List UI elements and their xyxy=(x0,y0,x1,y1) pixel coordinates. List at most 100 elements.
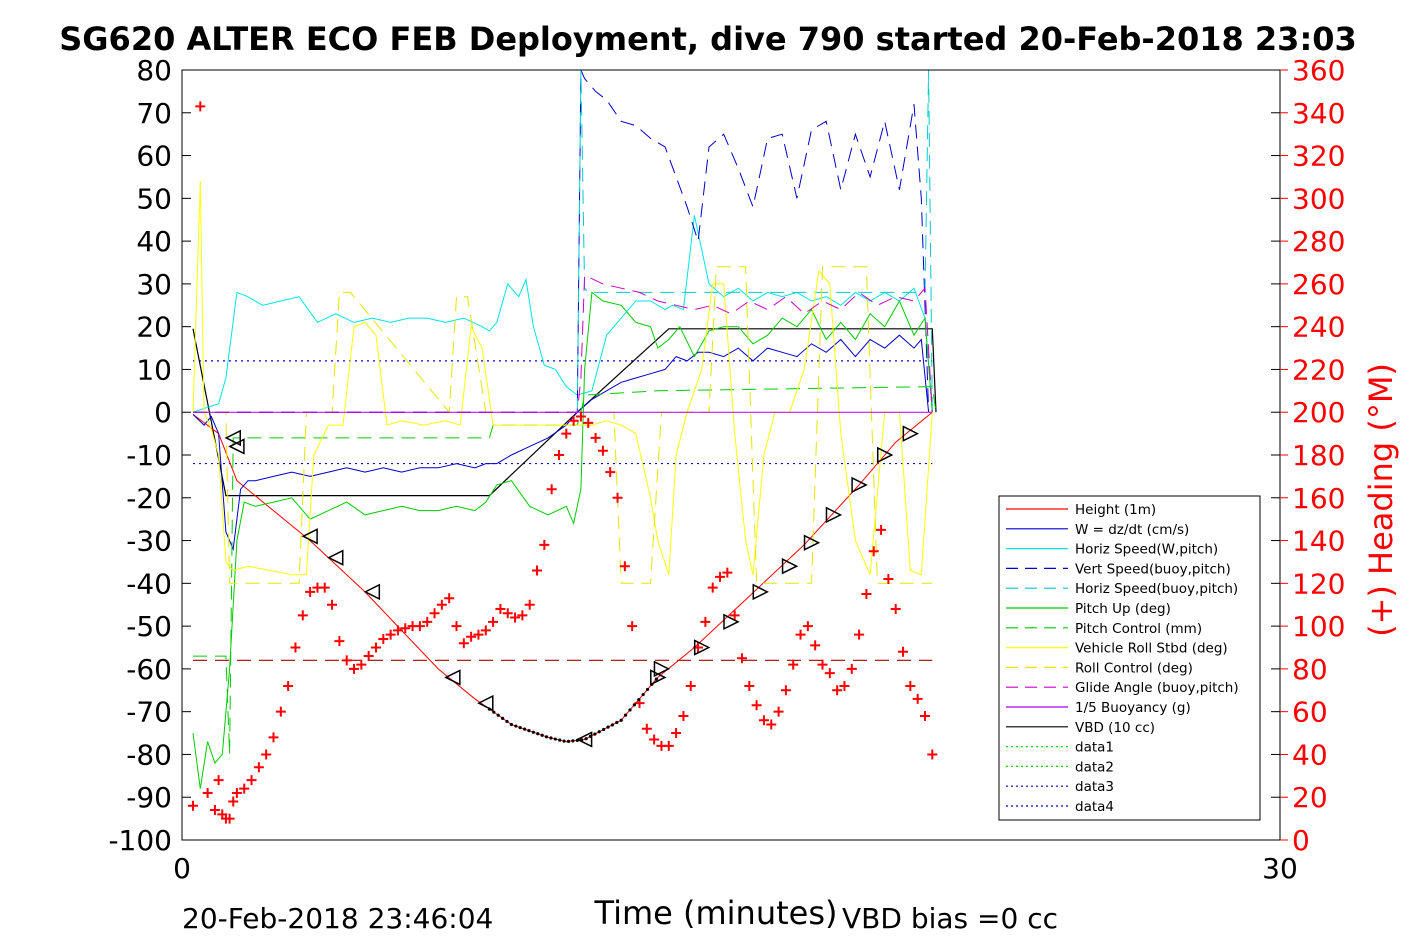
position-marker xyxy=(444,669,461,686)
heading-point xyxy=(700,616,711,627)
profile-dot xyxy=(536,732,540,736)
right-tick-label: 40 xyxy=(1292,738,1328,771)
left-tick-label: -50 xyxy=(126,610,172,643)
position-marker xyxy=(693,639,711,656)
left-tick-label: 20 xyxy=(136,311,172,344)
heading-point xyxy=(890,604,901,614)
position-marker xyxy=(228,438,245,455)
right-tick-label: 200 xyxy=(1292,396,1345,429)
series-horiz_speed_buoy xyxy=(576,70,933,413)
profile-dot xyxy=(623,713,628,717)
profile-dot xyxy=(487,707,492,711)
heading-point xyxy=(532,565,543,576)
heading-point xyxy=(473,629,484,640)
left-tick-label: -30 xyxy=(126,525,172,558)
left-tick-label: -90 xyxy=(126,781,172,814)
right-tick-label: 0 xyxy=(1292,824,1310,857)
heading-point xyxy=(517,610,528,621)
heading-point xyxy=(290,642,301,653)
right-tick-label: 140 xyxy=(1292,525,1345,558)
left-tick-label: 60 xyxy=(136,140,172,173)
profile-dot xyxy=(522,727,527,731)
footer-vbd-bias: VBD bias =0 cc xyxy=(842,902,1058,935)
profile-dot xyxy=(602,727,606,732)
heading-point xyxy=(685,681,696,691)
profile-dot xyxy=(575,738,579,742)
heading-point xyxy=(297,610,308,621)
right-tick-label: 220 xyxy=(1292,353,1345,386)
heading-point xyxy=(378,633,389,644)
profile-dot xyxy=(588,734,593,738)
heading-point xyxy=(751,700,762,711)
series-glide_angle xyxy=(193,274,933,413)
right-tick-label: 60 xyxy=(1292,696,1328,729)
heading-point xyxy=(649,734,660,745)
heading-point xyxy=(224,813,235,824)
position-marker xyxy=(723,613,740,631)
heading-point xyxy=(766,719,777,730)
heading-point xyxy=(671,728,682,739)
profile-dot xyxy=(645,687,650,692)
profile-dot xyxy=(593,732,597,736)
profile-dot xyxy=(531,730,535,734)
legend-label: Vert Speed(buoy,pitch) xyxy=(1075,561,1231,577)
profile-dot xyxy=(580,738,584,742)
heading-point xyxy=(883,574,894,585)
right-tick-label: 180 xyxy=(1292,439,1345,472)
heading-point xyxy=(641,723,652,734)
left-tick-label: -80 xyxy=(126,738,172,771)
heading-point xyxy=(861,589,872,600)
heading-point xyxy=(268,732,279,743)
heading-point xyxy=(187,800,198,811)
profile-dot xyxy=(632,703,636,707)
profile-dot xyxy=(540,733,544,737)
heading-point xyxy=(919,710,930,721)
legend-label: Horiz Speed(W,pitch) xyxy=(1075,542,1218,558)
position-marker xyxy=(851,476,868,494)
profile-dot xyxy=(610,723,615,727)
profile-dot xyxy=(597,730,601,734)
legend-label: VBD (10 cc) xyxy=(1075,720,1155,736)
x-axis-label: Time (minutes) xyxy=(594,894,838,932)
right-tick-label: 120 xyxy=(1292,567,1345,600)
profile-dot xyxy=(492,710,496,714)
heading-point xyxy=(612,492,623,503)
heading-point xyxy=(795,629,806,640)
heading-point xyxy=(275,706,286,717)
position-marker xyxy=(752,583,769,601)
heading-point xyxy=(436,599,447,610)
profile-dot xyxy=(628,708,632,712)
heading-point xyxy=(744,681,755,691)
legend-label: 1/5 Buoyancy (g) xyxy=(1075,700,1191,716)
heading-point xyxy=(817,659,828,670)
heading-point xyxy=(480,625,491,636)
heading-point xyxy=(898,646,909,657)
heading-point xyxy=(392,625,403,636)
profile-dot xyxy=(650,682,654,686)
legend-label: Horiz Speed(buoy,pitch) xyxy=(1075,581,1238,597)
heading-point xyxy=(488,616,499,627)
left-tick-label: 30 xyxy=(136,268,172,301)
profile-dot xyxy=(654,677,658,681)
heading-point xyxy=(334,636,345,647)
heading-point xyxy=(758,715,769,726)
heading-point xyxy=(422,616,433,627)
position-marker xyxy=(327,549,344,566)
legend-label: Pitch Up (deg) xyxy=(1075,601,1171,617)
profile-dot xyxy=(562,739,566,743)
profile-dot xyxy=(584,737,588,741)
position-marker xyxy=(803,534,821,551)
legend-label: Vehicle Roll Stbd (deg) xyxy=(1075,641,1228,657)
profile-dot xyxy=(501,716,505,720)
profile-dot xyxy=(558,738,562,742)
heading-point xyxy=(283,681,294,691)
heading-point xyxy=(305,586,316,597)
series-roll xyxy=(192,181,933,576)
legend-label: Pitch Control (mm) xyxy=(1075,621,1202,637)
heading-point xyxy=(824,668,835,679)
heading-point xyxy=(385,629,396,640)
heading-point xyxy=(583,417,594,428)
right-tick-label: 260 xyxy=(1292,268,1345,301)
right-axis-label: (+) Heading (°M) xyxy=(1362,363,1400,637)
